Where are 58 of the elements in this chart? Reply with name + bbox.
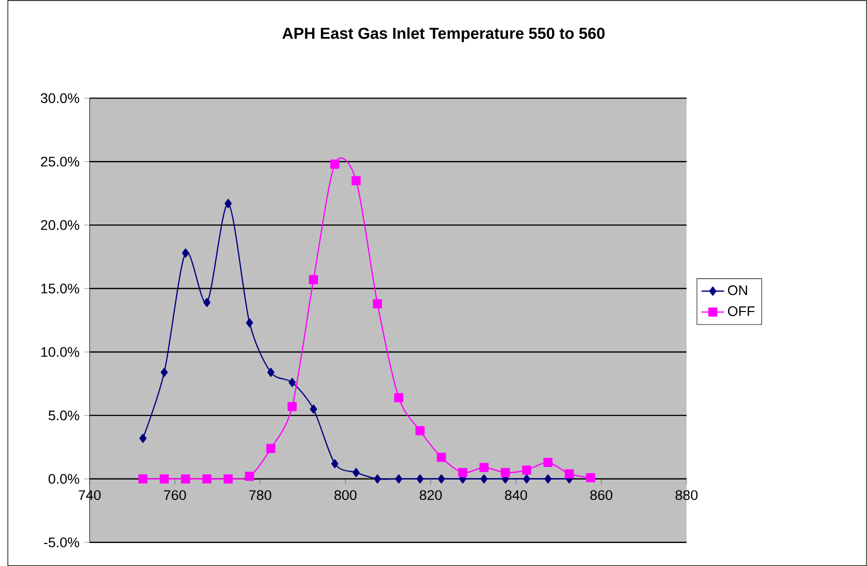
- point: [203, 298, 210, 307]
- point: [564, 469, 574, 478]
- y-tick-label: -5.0%: [44, 537, 80, 548]
- point: [479, 462, 489, 472]
- point: [352, 176, 361, 186]
- point: [267, 368, 274, 377]
- point: [352, 468, 360, 478]
- point: [372, 299, 382, 308]
- point: [331, 459, 338, 468]
- point: [522, 465, 532, 475]
- x-tick-label: 860: [590, 490, 612, 500]
- y-tick-label: 0.0%: [48, 474, 80, 484]
- point: [543, 458, 553, 467]
- y-tick-label: 15.0%: [41, 284, 80, 294]
- point: [266, 444, 276, 453]
- y-tick-label: 25.0%: [41, 156, 80, 166]
- x-tick-label: 840: [505, 490, 528, 500]
- point: [202, 474, 212, 484]
- point: [244, 472, 254, 481]
- point: [395, 474, 402, 484]
- point: [224, 198, 232, 208]
- point: [308, 275, 318, 284]
- point: [480, 474, 488, 484]
- point: [138, 474, 148, 484]
- point: [224, 474, 233, 484]
- point: [394, 393, 404, 402]
- legend-label: ON: [728, 285, 748, 296]
- point: [288, 378, 296, 387]
- y-tick-label: 5.0%: [48, 410, 80, 420]
- point: [586, 472, 596, 482]
- point: [181, 474, 190, 484]
- point: [288, 402, 297, 412]
- point: [416, 426, 425, 436]
- x-tick-label: 760: [164, 490, 186, 500]
- point: [436, 452, 446, 462]
- x-tick-label: 820: [420, 490, 442, 500]
- point: [182, 248, 190, 258]
- chart-title: APH East Gas Inlet Temperature 550 to 560: [282, 27, 605, 42]
- x-tick-label: 880: [676, 490, 698, 500]
- point: [438, 474, 445, 484]
- y-tick-label: 30.0%: [40, 93, 80, 104]
- x-tick-label: 800: [334, 490, 356, 500]
- point: [310, 404, 318, 414]
- point: [500, 468, 510, 478]
- point: [160, 368, 168, 377]
- y-tick-label: 20.0%: [41, 220, 80, 230]
- legend-label: OFF: [728, 306, 755, 316]
- point: [374, 474, 382, 484]
- x-tick-label: 780: [249, 490, 272, 500]
- point: [160, 474, 169, 484]
- y-tick-label: 10.0%: [41, 347, 80, 357]
- point: [330, 160, 340, 169]
- point: [416, 474, 424, 484]
- point: [544, 474, 552, 484]
- point: [523, 474, 530, 484]
- point: [246, 318, 254, 328]
- point: [139, 434, 147, 443]
- point: [458, 468, 468, 478]
